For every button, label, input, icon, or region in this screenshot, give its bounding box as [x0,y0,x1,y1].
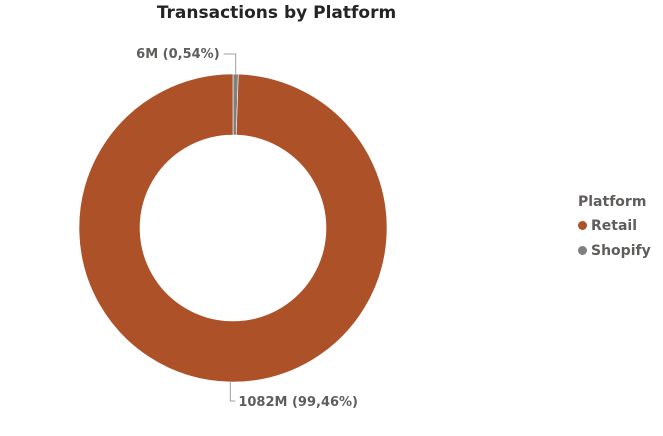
slice-retail[interactable] [78,73,388,383]
legend-marker-shopify [578,246,587,255]
legend-item-shopify[interactable]: Shopify [578,238,651,263]
legend-title: Platform [578,194,647,210]
data-label-retail: 1082M (99,46%) [238,395,358,410]
leader-line-shopify [223,53,237,75]
legend: Platform Retail Shopify [578,194,651,263]
leader-line-retail [229,381,236,402]
legend-label-retail: Retail [591,217,638,234]
chart-title: Transactions by Platform [156,3,397,23]
data-label-shopify: 6M (0,54%) [136,47,220,62]
legend-label-shopify: Shopify [591,242,651,259]
legend-item-retail[interactable]: Retail [578,213,651,238]
legend-marker-retail [578,221,587,230]
